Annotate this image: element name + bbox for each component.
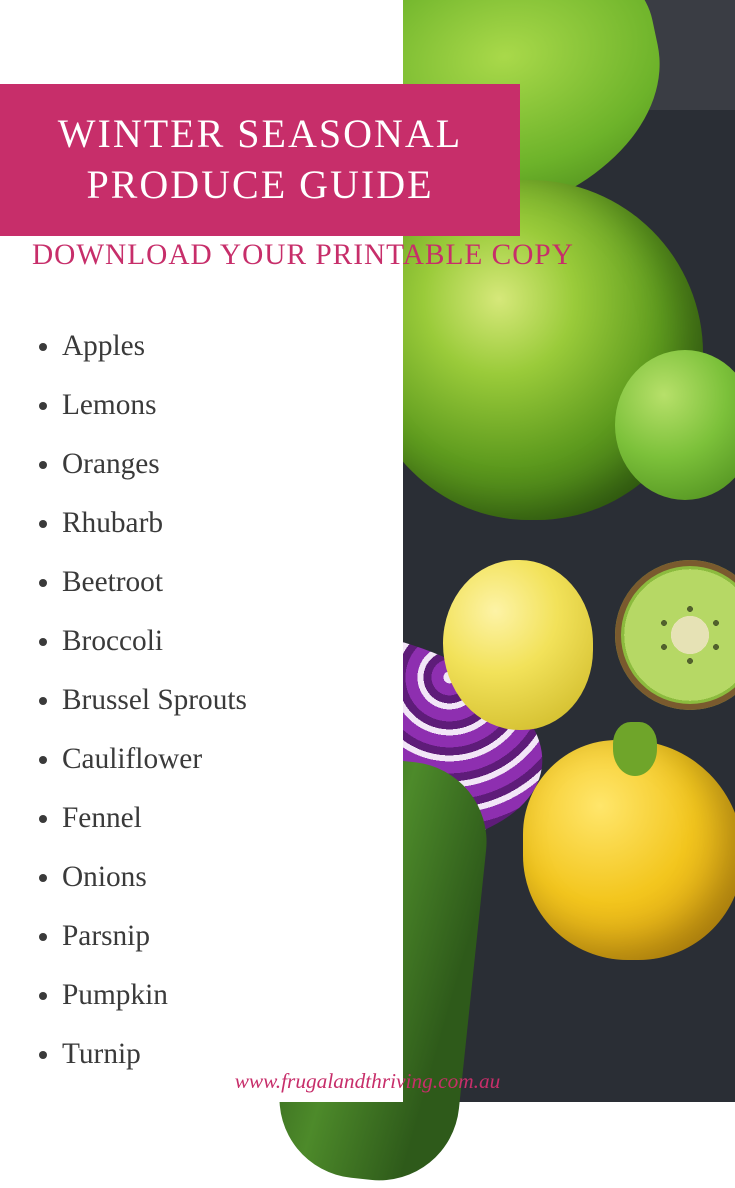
kiwi-decor — [615, 560, 735, 710]
list-item: Cauliflower — [62, 743, 247, 776]
footer-url: www.frugalandthriving.com.au — [0, 1069, 735, 1094]
download-subheading: DOWNLOAD YOUR PRINTABLE COPY — [32, 236, 574, 276]
list-item: Onions — [62, 861, 247, 894]
list-item: Parsnip — [62, 920, 247, 953]
lemon-decor — [443, 560, 593, 730]
list-item: Fennel — [62, 802, 247, 835]
list-item: Oranges — [62, 448, 247, 481]
title-banner: WINTER SEASONAL PRODUCE GUIDE — [0, 84, 520, 236]
list-item: Beetroot — [62, 566, 247, 599]
list-item: Rhubarb — [62, 507, 247, 540]
produce-list: Apples Lemons Oranges Rhubarb Beetroot Brocc… — [62, 330, 247, 1097]
list-item: Lemons — [62, 389, 247, 422]
infographic-canvas: WINTER SEASONAL PRODUCE GUIDE DOWNLOAD Y… — [0, 0, 735, 1102]
list-item: Pumpkin — [62, 979, 247, 1012]
list-item: Brussel Sprouts — [62, 684, 247, 717]
list-item: Broccoli — [62, 625, 247, 658]
list-item: Apples — [62, 330, 247, 363]
page-title: WINTER SEASONAL PRODUCE GUIDE — [30, 108, 490, 210]
list-item: Turnip — [62, 1038, 247, 1071]
yellow-pepper-decor — [523, 740, 735, 960]
